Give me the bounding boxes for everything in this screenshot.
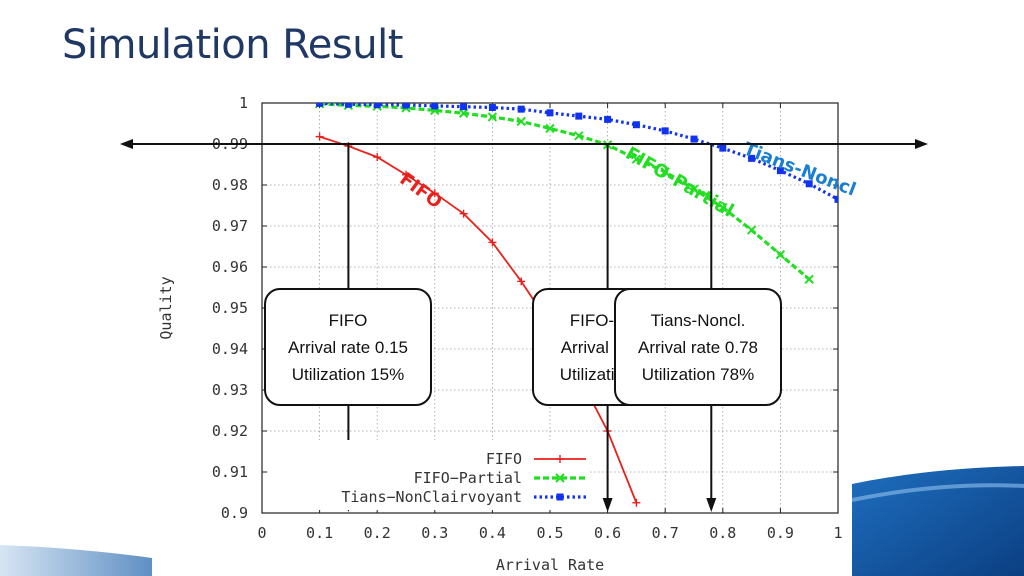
corner-swoosh-left: [0, 545, 152, 576]
data-point: [804, 274, 814, 285]
reference-line-group: [120, 139, 928, 149]
y-tick-label: 0.95: [212, 299, 248, 317]
data-point: [775, 249, 786, 260]
corner-swoosh-highlight: [851, 483, 1024, 502]
x-tick-label: 0.2: [364, 524, 391, 542]
tick-labels: 0 0.1 0.2 0.3 0.4 0.5 0.6 0.7 0.8 0.9 10.90.910.92…: [212, 94, 843, 542]
x-axis-title: Arrival Rate: [496, 556, 604, 574]
plot-frame: [261, 102, 839, 514]
y-tick-label: 0.91: [212, 463, 248, 481]
callout-utilization: Utilization 15%: [291, 364, 405, 384]
y-tick-label: 0.93: [212, 381, 248, 399]
data-point: [805, 180, 813, 188]
data-point: [604, 115, 612, 123]
data-point: [661, 127, 669, 135]
callout-title: FIFO: [328, 310, 368, 330]
x-tick-label: 0.9: [767, 524, 794, 542]
callout-rate: Arrival rate 0.15: [288, 337, 408, 357]
series-line: [319, 103, 811, 281]
x-tick-label: 0.6: [594, 524, 621, 542]
data-point: [660, 167, 670, 177]
legend-marker: [555, 473, 565, 483]
x-tick-label: 0.5: [536, 524, 563, 542]
legend-label: FIFO: [486, 450, 522, 468]
data-point: [517, 105, 525, 113]
data-point: [402, 103, 410, 109]
data-point: [575, 112, 583, 120]
y-tick-label: 1: [239, 94, 248, 112]
data-point: [690, 135, 698, 143]
callout-box-fifo: FIFO Arrival rate 0.15 Utilization 15%: [264, 288, 432, 406]
reference-arrowhead-left: [120, 139, 133, 149]
legend-marker: [556, 493, 564, 501]
data-point: [487, 112, 498, 122]
marker-arrowhead: [602, 498, 613, 512]
x-tick-label: 0.8: [709, 524, 736, 542]
data-point: [718, 202, 728, 213]
callout-rate: Arrival rate 0.78: [638, 337, 758, 357]
x-tick-label: 0.4: [479, 524, 506, 542]
reference-arrowhead-right: [915, 139, 928, 149]
data-point: [344, 103, 352, 108]
data-point: [689, 184, 699, 194]
data-point: [458, 108, 469, 118]
data-point: [746, 225, 757, 235]
y-tick-label: 0.9: [221, 504, 248, 522]
data-point: [834, 195, 838, 203]
data-point: [776, 167, 784, 175]
slide-title: Simulation Result: [62, 22, 403, 68]
callout-utilization: Utilization 78%: [641, 364, 755, 384]
x-tick-label: 1: [833, 524, 842, 542]
y-tick-label: 0.97: [212, 217, 248, 235]
data-point: [516, 116, 526, 127]
callout-title: Tians-Noncl.: [650, 310, 746, 330]
y-axis-title: Quality: [157, 276, 175, 339]
callout-box-tians-noncl: Tians-Noncl. Arrival rate 0.78 Utilizati…: [614, 288, 782, 406]
data-point: [488, 104, 496, 112]
data-point: [574, 131, 584, 141]
y-tick-label: 0.94: [212, 340, 248, 358]
marker-arrowhead: [706, 498, 717, 512]
x-tick-label: 0.1: [306, 524, 333, 542]
data-point: [719, 144, 727, 152]
data-point: [631, 154, 642, 164]
data-point: [431, 103, 439, 110]
data-point: [373, 103, 381, 109]
legend-label: FIFO−Partial: [414, 469, 522, 487]
x-tick-label: 0.3: [421, 524, 448, 542]
data-point: [316, 103, 324, 107]
legend-label: Tians−NonClairvoyant: [341, 488, 522, 506]
data-point: [546, 109, 554, 117]
data-point: [632, 121, 640, 129]
data-point: [545, 123, 555, 134]
y-tick-label: 0.96: [212, 258, 248, 276]
y-tick-label: 0.92: [212, 422, 248, 440]
y-tick-label: 0.98: [212, 176, 248, 194]
data-point: [460, 103, 468, 111]
data-point: [748, 154, 756, 162]
x-tick-label: 0.7: [652, 524, 679, 542]
x-tick-label: 0: [257, 524, 266, 542]
series-1: [314, 103, 814, 285]
series-2: [316, 103, 838, 203]
